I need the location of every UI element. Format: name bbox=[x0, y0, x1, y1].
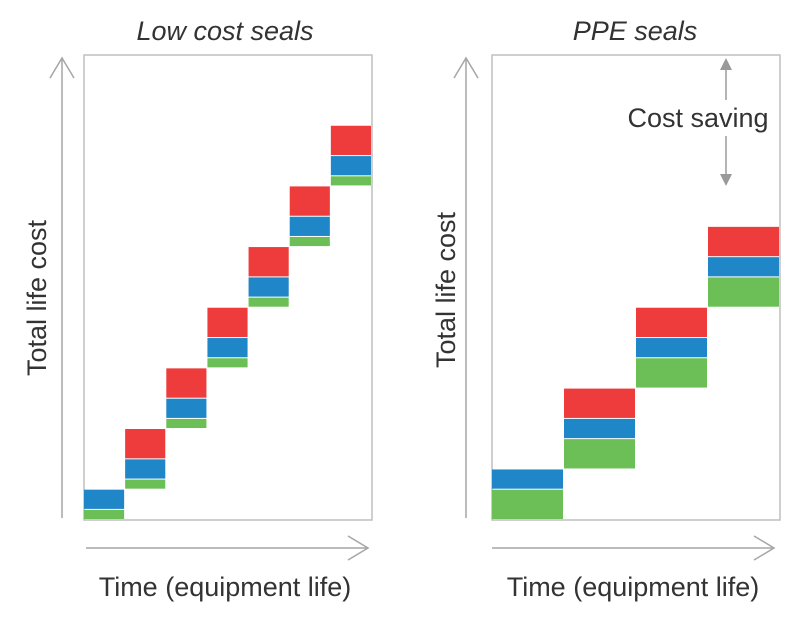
bar-blue-4 bbox=[207, 338, 248, 358]
bars-low-cost bbox=[84, 125, 371, 519]
bar-green-1 bbox=[84, 509, 125, 519]
bar-red-3 bbox=[166, 368, 207, 398]
bar-green-7 bbox=[330, 176, 371, 186]
y-axis-label-low-cost: Total life cost bbox=[22, 219, 52, 376]
panel-ppe: PPE seals Total life cost Time (equipmen… bbox=[431, 16, 781, 602]
bar-green-2 bbox=[564, 439, 635, 469]
bar-red-4 bbox=[207, 307, 248, 338]
bar-green-4 bbox=[708, 277, 779, 307]
plot-frame-low-cost bbox=[83, 54, 373, 521]
bar-blue-1 bbox=[84, 489, 125, 509]
bar-red-2 bbox=[125, 429, 166, 459]
bar-green-3 bbox=[636, 358, 707, 388]
bar-green-1 bbox=[492, 489, 563, 519]
bar-green-2 bbox=[125, 479, 166, 489]
bar-blue-2 bbox=[125, 459, 166, 479]
bar-blue-1 bbox=[492, 469, 563, 489]
panel-low-cost: Low cost seals Total life cost Time (equ… bbox=[22, 16, 373, 602]
x-axis-label-ppe: Time (equipment life) bbox=[507, 572, 760, 602]
bar-blue-7 bbox=[330, 156, 371, 176]
bar-green-6 bbox=[289, 236, 330, 247]
bar-blue-2 bbox=[564, 418, 635, 439]
chart-title-ppe: PPE seals bbox=[573, 16, 698, 46]
bar-red-3 bbox=[636, 307, 707, 338]
plot-frame-ppe bbox=[491, 54, 781, 521]
bars-ppe bbox=[492, 226, 779, 519]
y-axis-label-ppe: Total life cost bbox=[431, 211, 461, 368]
chart-title-low-cost: Low cost seals bbox=[136, 16, 313, 46]
bar-green-4 bbox=[207, 358, 248, 368]
bar-red-2 bbox=[564, 388, 635, 418]
bar-blue-4 bbox=[708, 257, 779, 277]
bar-blue-3 bbox=[636, 338, 707, 358]
y-axis-arrow-ppe bbox=[453, 56, 479, 518]
y-axis-arrow-low-cost bbox=[49, 56, 75, 518]
bar-blue-3 bbox=[166, 398, 207, 418]
x-axis-arrow-low-cost bbox=[86, 535, 370, 561]
bar-red-4 bbox=[708, 226, 779, 257]
bar-red-5 bbox=[248, 247, 289, 277]
bar-green-5 bbox=[248, 297, 289, 307]
bar-blue-6 bbox=[289, 216, 330, 236]
x-axis-label-low-cost: Time (equipment life) bbox=[99, 572, 352, 602]
bar-red-6 bbox=[289, 186, 330, 216]
bar-green-3 bbox=[166, 418, 207, 429]
bar-blue-5 bbox=[248, 277, 289, 297]
cost-saving-arrow bbox=[720, 58, 732, 186]
bar-red-7 bbox=[330, 125, 371, 156]
x-axis-arrow-ppe bbox=[492, 535, 776, 561]
cost-saving-label: Cost saving bbox=[627, 103, 768, 133]
